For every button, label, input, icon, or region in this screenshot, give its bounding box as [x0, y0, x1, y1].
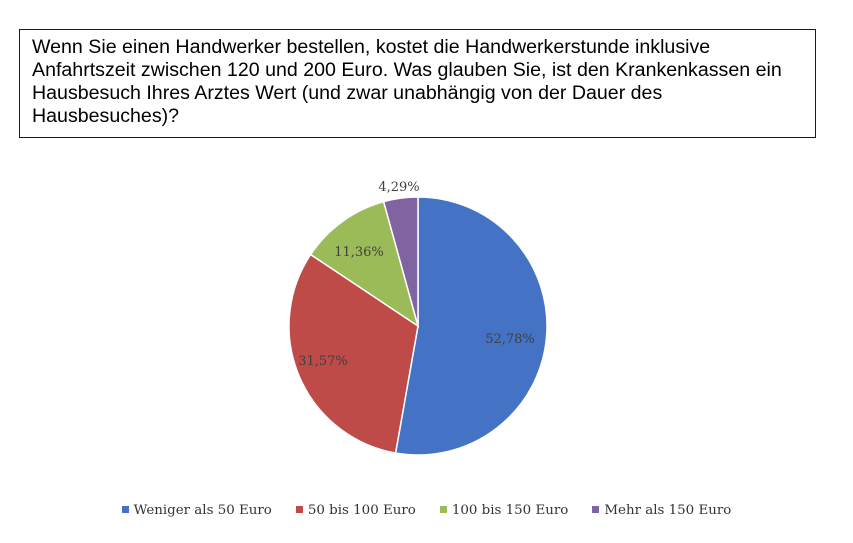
- question-box: Wenn Sie einen Handwerker bestellen, kos…: [19, 29, 816, 138]
- legend-label-mehr-als-150: Mehr als 150 Euro: [604, 503, 732, 518]
- pie-slice-50-bis-100: [288, 253, 419, 454]
- question-text: Wenn Sie einen Handwerker bestellen, kos…: [32, 36, 782, 127]
- legend-item-100-bis-150: 100 bis 150 Euro: [439, 503, 569, 518]
- legend-label-weniger-als-50: Weniger als 50 Euro: [133, 503, 272, 518]
- legend-swatch-50-bis-100: [295, 506, 303, 513]
- data-label-100-bis-150: 11,36%: [334, 245, 384, 260]
- legend-swatch-100-bis-150: [439, 506, 447, 513]
- data-label-weniger-als-50: 52,78%: [485, 332, 535, 347]
- legend-label-100-bis-150: 100 bis 150 Euro: [451, 503, 569, 518]
- legend-label-50-bis-100: 50 bis 100 Euro: [307, 503, 416, 518]
- pie-slice-100-bis-150: [309, 200, 420, 328]
- legend-item-50-bis-100: 50 bis 100 Euro: [295, 503, 416, 518]
- data-label-50-bis-100: 31,57%: [298, 354, 348, 369]
- chart-legend: Weniger als 50 Euro 50 bis 100 Euro 100 bi…: [0, 503, 853, 518]
- pie-slice-weniger-als-50: [394, 196, 548, 456]
- pie-slice-mehr-als-150: [382, 196, 419, 327]
- legend-item-mehr-als-150: Mehr als 150 Euro: [592, 503, 731, 518]
- legend-swatch-mehr-als-150: [592, 506, 600, 513]
- data-label-mehr-als-150: 4,29%: [378, 180, 419, 195]
- legend-swatch-weniger-als-50: [121, 506, 129, 513]
- legend-item-weniger-als-50: Weniger als 50 Euro: [121, 503, 272, 518]
